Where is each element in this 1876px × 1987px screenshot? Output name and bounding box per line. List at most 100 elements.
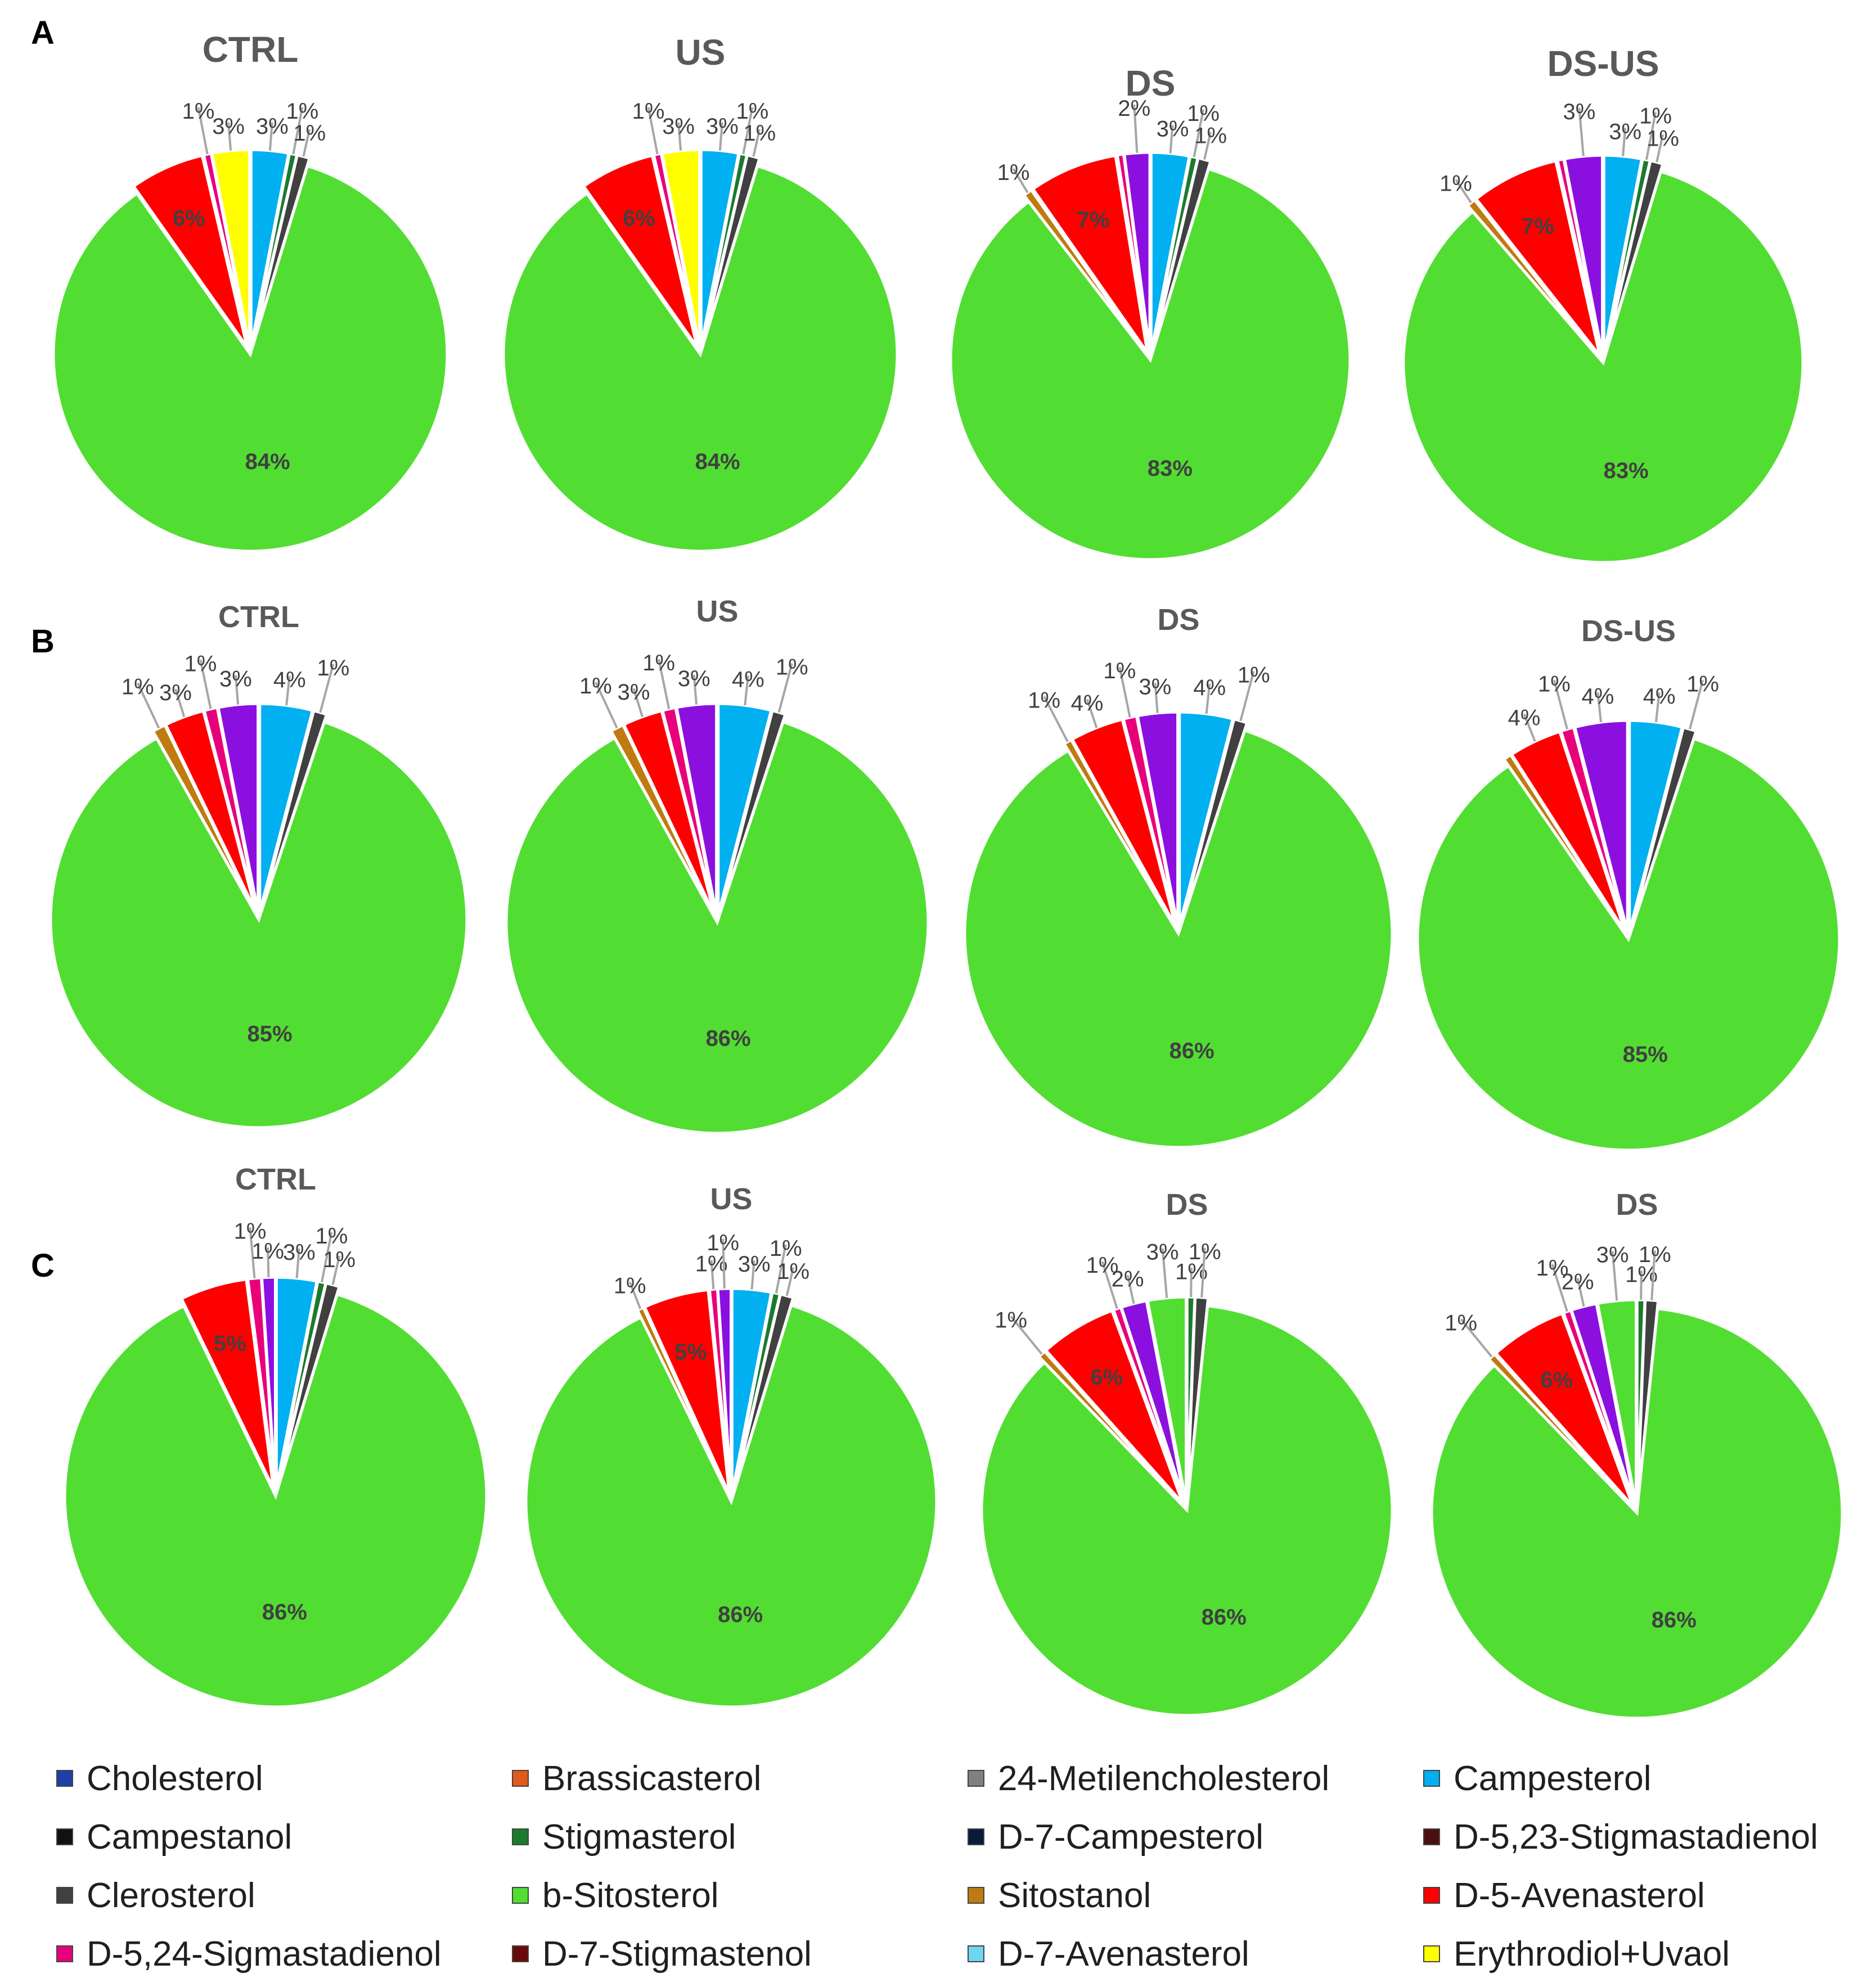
leader-line (1553, 679, 1568, 730)
leader-line (750, 1260, 755, 1290)
legend-label: D-5,23-Stigmastadienol (1454, 1817, 1818, 1857)
pie-title: DS (1157, 603, 1199, 637)
leader-line (292, 107, 304, 155)
legend-swatch (968, 1828, 984, 1845)
leader-line (742, 107, 754, 155)
data-label: 1% (323, 1247, 356, 1272)
data-label: 4% (1643, 684, 1676, 709)
data-label: 1% (317, 656, 350, 681)
pie-title: CTRL (203, 29, 299, 70)
leader-line (1655, 134, 1664, 163)
data-label: 3% (1563, 100, 1596, 124)
pie-slice-purple-series (716, 1287, 733, 1494)
data-label: 1% (286, 99, 319, 124)
legend-swatch (1423, 1770, 1440, 1787)
pie-chart-10: US3%1%1%86%1%5%1%1% (524, 1182, 938, 1709)
leader-line (744, 675, 749, 706)
pie-slice-b-sitosterol (1596, 1298, 1638, 1506)
leader-line (1118, 666, 1131, 718)
data-label: 6% (173, 206, 205, 231)
leader-line (1200, 1247, 1206, 1298)
data-label: 86% (262, 1600, 307, 1625)
leader-line (595, 682, 618, 729)
data-label: 1% (777, 1259, 809, 1284)
data-label: 2% (1112, 1267, 1144, 1292)
data-label: 5% (214, 1331, 246, 1356)
pie-slice-b-sitosterol (52, 164, 449, 553)
leader-line (197, 107, 209, 155)
leader-line (321, 1232, 333, 1283)
pie-chart-2: US3%1%1%84%6%1%3% (502, 32, 899, 553)
data-label: 1% (1639, 104, 1672, 129)
leader-line (1169, 125, 1174, 154)
data-label: 4% (273, 668, 306, 692)
pie-slice-d-5-avenasterol (642, 1288, 731, 1495)
leader-line (199, 659, 212, 710)
data-label: 1% (1538, 672, 1571, 696)
pie-slice-sitostanol (1465, 197, 1600, 358)
data-label: 85% (1623, 1042, 1668, 1067)
data-label: 3% (283, 1240, 316, 1265)
legend-label: b-Sitosterol (542, 1876, 719, 1915)
legend-label: D-5,24-Sigmastadienol (87, 1934, 442, 1974)
pie-chart-6: US4% 1%86%1% 3%1%3% (505, 594, 930, 1135)
data-label: 1% (642, 651, 675, 675)
pie-title: US (696, 594, 738, 628)
data-label: 1% (1238, 663, 1270, 688)
data-label: 1% (743, 121, 776, 146)
pie-slice-b-sitosterol (63, 1292, 488, 1709)
pie-title: US (710, 1182, 752, 1216)
legend-item-d-5-avenasterol: D-5-Avenasterol (1423, 1876, 1856, 1916)
data-label: 3% (738, 1252, 771, 1277)
legend-swatch (1423, 1945, 1440, 1962)
pie-slice-b-sitosterol (1430, 1307, 1844, 1720)
legend-item-sitostanol: Sitostanol (968, 1876, 1423, 1916)
data-label: 1% (579, 674, 612, 699)
legend-item-campestanol: Campestanol (56, 1817, 512, 1857)
leader-line (1154, 683, 1159, 713)
data-label: 3% (1139, 674, 1172, 699)
legend-item-cholesterol: Cholesterol (56, 1759, 512, 1799)
legend-label: 24-Metilencholesterol (998, 1759, 1330, 1798)
data-label: 86% (1202, 1605, 1247, 1630)
data-label: 1% (182, 99, 215, 124)
leader-line (249, 1227, 256, 1278)
data-label: 6% (623, 206, 655, 231)
data-label: 1% (1189, 1240, 1221, 1264)
leader-line (1596, 692, 1603, 723)
data-label: 85% (248, 1022, 293, 1047)
data-label: 1% (1686, 672, 1719, 696)
data-label: 86% (1169, 1039, 1214, 1064)
leader-line (692, 674, 698, 705)
leader-line (1689, 679, 1704, 730)
leader-line (628, 1281, 642, 1309)
pie-slice-d-5-avenasterol (1031, 154, 1149, 354)
data-label: 86% (1652, 1608, 1697, 1633)
legend-item-brassicasterol: Brassicasterol (512, 1759, 968, 1799)
pie-slice-d-5-avenasterol (179, 1277, 275, 1489)
data-label: 4% (1508, 706, 1541, 731)
chart-legend: Cholesterol Brassicasterol 24-Metilenchole… (56, 1749, 1856, 1974)
leader-line (1654, 692, 1661, 723)
leader-line (1455, 179, 1472, 204)
leader-line (1012, 168, 1029, 193)
leader-line (1460, 1318, 1493, 1358)
pie-slice-purple-series (674, 702, 718, 915)
data-label: 4% (1581, 684, 1614, 709)
legend-swatch (512, 1828, 529, 1845)
leader-line (227, 122, 232, 151)
leader-line (1622, 128, 1627, 156)
data-label: 3% (159, 681, 192, 705)
pie-slice-b-sitosterol (1416, 737, 1841, 1152)
pie-slice-b-sitosterol (1146, 1295, 1188, 1503)
data-label: 2% (1118, 96, 1150, 121)
legend-swatch (56, 1770, 73, 1787)
legend-item-24-metilencholesterol: 24-Metilencholesterol (968, 1759, 1423, 1799)
leader-line (1239, 671, 1255, 722)
pie-charts: CTRL3%1%1%84%6%1%3%US3%1%1%84%6%1%3%DS3%… (49, 29, 1844, 1720)
data-label: 86% (718, 1602, 763, 1627)
leader-line (752, 129, 761, 157)
